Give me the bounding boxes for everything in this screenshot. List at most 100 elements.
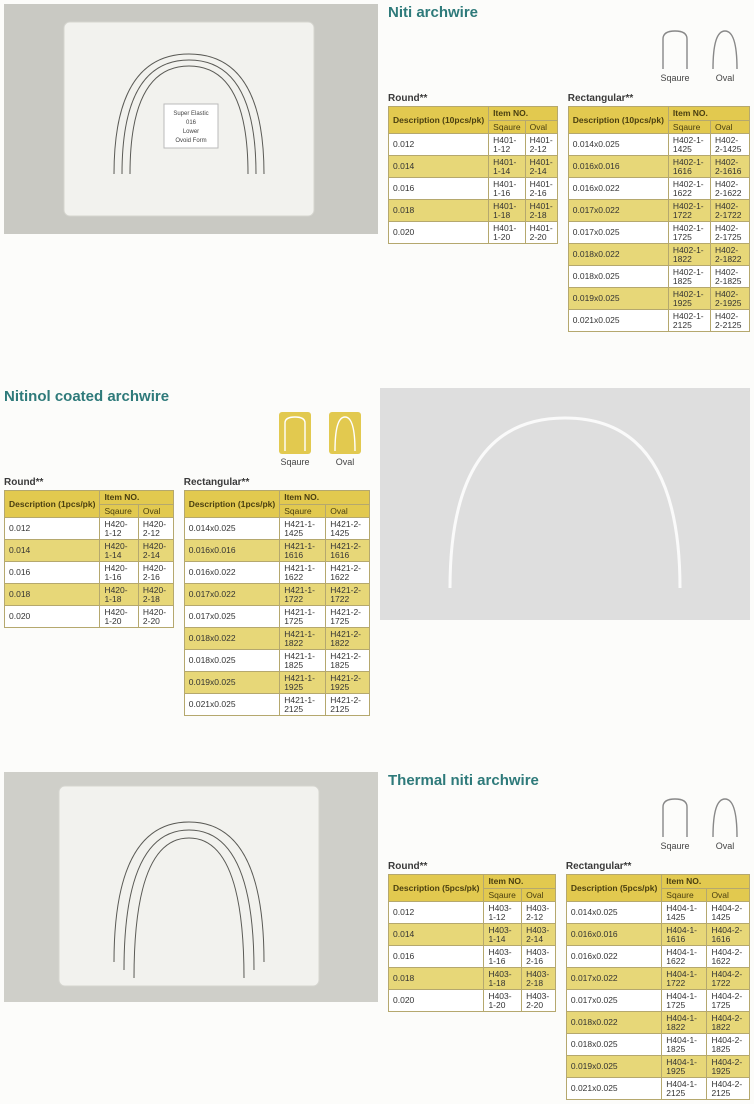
- svg-text:Super Elastic: Super Elastic: [173, 111, 208, 117]
- cell-oval: H404-2-2125: [707, 1078, 750, 1100]
- cell-oval: H402-2-1616: [711, 156, 750, 178]
- cell-oval: H421-2-1622: [326, 562, 370, 584]
- rect-col: Rectangular** Description (10pcs/pk)Item…: [568, 89, 750, 332]
- svg-text:Lower: Lower: [183, 129, 199, 135]
- cell-desc: 0.019x0.025: [184, 672, 279, 694]
- cell-square: H404-1-2125: [662, 1078, 707, 1100]
- row-nitinol-coated: Nitinol coated archwire Sqaure Oval Roun…: [0, 384, 754, 720]
- cell-square: H421-1-1425: [280, 518, 326, 540]
- rect-col: Rectangular** Description (5pcs/pk)Item …: [566, 857, 750, 1100]
- round-label: Round**: [388, 93, 558, 104]
- photo-cell: Super Elastic 016 Lower Ovoid Form: [4, 4, 378, 332]
- package-illustration-icon: Super Elastic 016 Lower Ovoid Form: [4, 4, 378, 234]
- shape-label: Oval: [716, 73, 735, 83]
- col-square: Sqaure: [662, 888, 707, 902]
- row-niti: Super Elastic 016 Lower Ovoid Form Niti …: [0, 0, 754, 336]
- cell-square: H402-1-1425: [668, 134, 710, 156]
- table-row: 0.016H420-1-16H420-2-16: [5, 562, 174, 584]
- cell-oval: H404-2-1825: [707, 1034, 750, 1056]
- cell-square: H420-1-12: [100, 518, 138, 540]
- shape-oval: Oval: [708, 795, 742, 851]
- cell-square: H420-1-14: [100, 540, 138, 562]
- cell-square: H402-1-1925: [668, 288, 710, 310]
- cell-oval: H402-2-1822: [711, 244, 750, 266]
- cell-oval: H421-2-1725: [326, 606, 370, 628]
- cell-desc: 0.017x0.022: [566, 968, 661, 990]
- square-arch-icon: [658, 795, 692, 839]
- tables-flex: Round** Description (1pcs/pk)Item NO.Sqa…: [4, 473, 370, 716]
- cell-square: H402-1-1825: [668, 266, 710, 288]
- cell-oval: H402-2-1825: [711, 266, 750, 288]
- section-title: Nitinol coated archwire: [4, 388, 370, 405]
- table-row: 0.016x0.022H404-1-1622H404-2-1622: [566, 946, 749, 968]
- table-row: 0.014x0.025H404-1-1425H404-2-1425: [566, 902, 749, 924]
- cell-square: H421-1-2125: [280, 694, 326, 716]
- table-row: 0.016H401-1-16H401-2-16: [389, 178, 558, 200]
- cell-square: H420-1-20: [100, 606, 138, 628]
- cell-desc: 0.021x0.025: [568, 310, 668, 332]
- shape-label: Sqaure: [280, 457, 309, 467]
- cell-oval: H401-2-14: [525, 156, 557, 178]
- table-row: 0.020H403-1-20H403-2-20: [389, 990, 556, 1012]
- rect-label: Rectangular**: [568, 93, 750, 104]
- cell-oval: H420-2-16: [138, 562, 173, 584]
- cell-oval: H421-2-1722: [326, 584, 370, 606]
- table-row: 0.018x0.022H402-1-1822H402-2-1822: [568, 244, 749, 266]
- cell-square: H404-1-1622: [662, 946, 707, 968]
- cell-oval: H420-2-12: [138, 518, 173, 540]
- col-desc: Description (10pcs/pk): [568, 107, 668, 134]
- col-square: Sqaure: [100, 504, 138, 518]
- cell-desc: 0.020: [389, 990, 484, 1012]
- table-row: 0.019x0.025H402-1-1925H402-2-1925: [568, 288, 749, 310]
- col-square: Sqaure: [484, 888, 522, 902]
- round-table: Description (1pcs/pk)Item NO.SqaureOval0…: [4, 490, 174, 628]
- cell-desc: 0.014: [389, 924, 484, 946]
- cell-oval: H421-2-1825: [326, 650, 370, 672]
- table-row: 0.018x0.025H421-1-1825H421-2-1825: [184, 650, 369, 672]
- cell-oval: H420-2-18: [138, 584, 173, 606]
- table-row: 0.014H403-1-14H403-2-14: [389, 924, 556, 946]
- cell-desc: 0.016: [389, 946, 484, 968]
- cell-desc: 0.016: [5, 562, 100, 584]
- coated-tables-cell: Nitinol coated archwire Sqaure Oval Roun…: [4, 388, 370, 716]
- col-oval: Oval: [522, 888, 556, 902]
- square-arch-icon: [278, 411, 312, 455]
- table-row: 0.017x0.025H404-1-1725H404-2-1725: [566, 990, 749, 1012]
- shape-label: Sqaure: [660, 841, 689, 851]
- cell-square: H420-1-16: [100, 562, 138, 584]
- cell-desc: 0.018x0.025: [566, 1034, 661, 1056]
- cell-square: H404-1-1616: [662, 924, 707, 946]
- rect-table: Description (5pcs/pk)Item NO.SqaureOval0…: [566, 874, 750, 1100]
- cell-desc: 0.016x0.022: [184, 562, 279, 584]
- cell-square: H401-1-12: [489, 134, 525, 156]
- table-row: 0.016x0.016H402-1-1616H402-2-1616: [568, 156, 749, 178]
- round-col: Round** Description (1pcs/pk)Item NO.Sqa…: [4, 473, 174, 716]
- table-row: 0.020H420-1-20H420-2-20: [5, 606, 174, 628]
- table-row: 0.017x0.025H421-1-1725H421-2-1725: [184, 606, 369, 628]
- table-row: 0.012H401-1-12H401-2-12: [389, 134, 558, 156]
- cell-desc: 0.018: [5, 584, 100, 606]
- cell-square: H403-1-16: [484, 946, 522, 968]
- cell-square: H421-1-1722: [280, 584, 326, 606]
- round-table: Description (10pcs/pk)Item NO.SqaureOval…: [388, 106, 558, 244]
- cell-desc: 0.019x0.025: [566, 1056, 661, 1078]
- shape-row: Sqaure Oval: [388, 27, 750, 83]
- cell-desc: 0.014: [389, 156, 489, 178]
- cell-desc: 0.018x0.022: [566, 1012, 661, 1034]
- cell-oval: H403-2-18: [522, 968, 556, 990]
- oval-arch-icon: [328, 411, 362, 455]
- cell-oval: H402-2-1725: [711, 222, 750, 244]
- cell-square: H402-1-1622: [668, 178, 710, 200]
- cell-square: H402-1-1822: [668, 244, 710, 266]
- col-desc: Description (10pcs/pk): [389, 107, 489, 134]
- table-row: 0.012H420-1-12H420-2-12: [5, 518, 174, 540]
- cell-desc: 0.018: [389, 200, 489, 222]
- table-row: 0.016H403-1-16H403-2-16: [389, 946, 556, 968]
- cell-square: H421-1-1622: [280, 562, 326, 584]
- table-row: 0.021x0.025H421-1-2125H421-2-2125: [184, 694, 369, 716]
- cell-square: H402-1-2125: [668, 310, 710, 332]
- round-label: Round**: [4, 477, 174, 488]
- cell-desc: 0.012: [389, 902, 484, 924]
- col-item: Item NO.: [484, 875, 555, 889]
- cell-square: H401-1-16: [489, 178, 525, 200]
